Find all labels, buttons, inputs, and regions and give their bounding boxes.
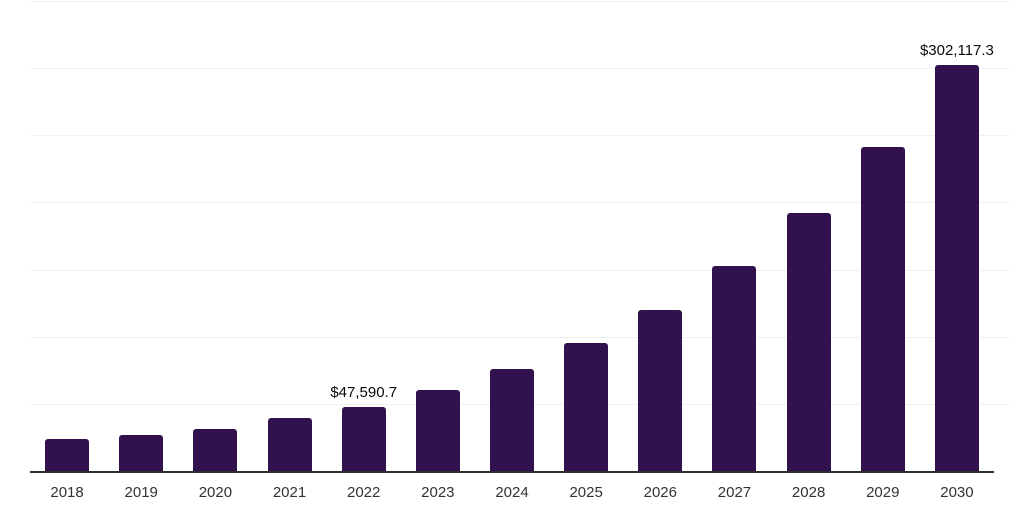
bar-2029 [860,147,905,471]
gridline-100000 [30,336,1010,338]
x-axis-label-2023: 2023 [421,484,455,501]
plot-area: $47,590.7 $302,117.3 [30,1,1010,473]
gridline-250000 [30,135,1010,137]
bar-2022 [341,407,386,471]
x-axis-label-2018: 2018 [50,484,84,501]
bar-2027 [712,266,757,471]
x-axis-label-2019: 2019 [124,484,158,501]
bar-2020 [193,429,238,471]
x-axis: 2018 2019 2020 2021 2022 2023 2024 2025 2026 2027… [30,484,994,504]
x-axis-label-2026: 2026 [643,484,677,501]
bar-2028 [786,213,831,471]
bar-2025 [564,343,609,471]
x-axis-label-2027: 2027 [717,484,752,501]
bar-2024 [490,369,534,471]
x-axis-label-2022: 2022 [347,484,381,501]
x-axis-label-2030: 2030 [940,484,974,501]
bar-2018 [45,439,90,471]
x-axis-label-2029: 2029 [866,484,900,501]
x-axis-label-2021: 2021 [272,484,307,501]
bar-2023 [415,390,460,471]
bar-2019 [119,435,164,471]
x-axis-label-2028: 2028 [791,484,826,501]
gridline-300000 [30,68,1010,70]
bar-2030 [934,65,979,471]
x-axis-label-2025: 2025 [569,484,603,501]
data-label-2030: $302,117.3 [919,42,994,60]
gridline-200000 [30,202,1010,204]
x-axis-label-2024: 2024 [495,484,529,501]
bar-2026 [638,309,683,471]
gridline-350000 [30,1,1010,2]
bar-2021 [267,418,312,471]
data-label-2022: $47,590.7 [330,384,398,402]
x-axis-label-2020: 2020 [198,484,233,501]
gridline-150000 [30,269,1010,271]
